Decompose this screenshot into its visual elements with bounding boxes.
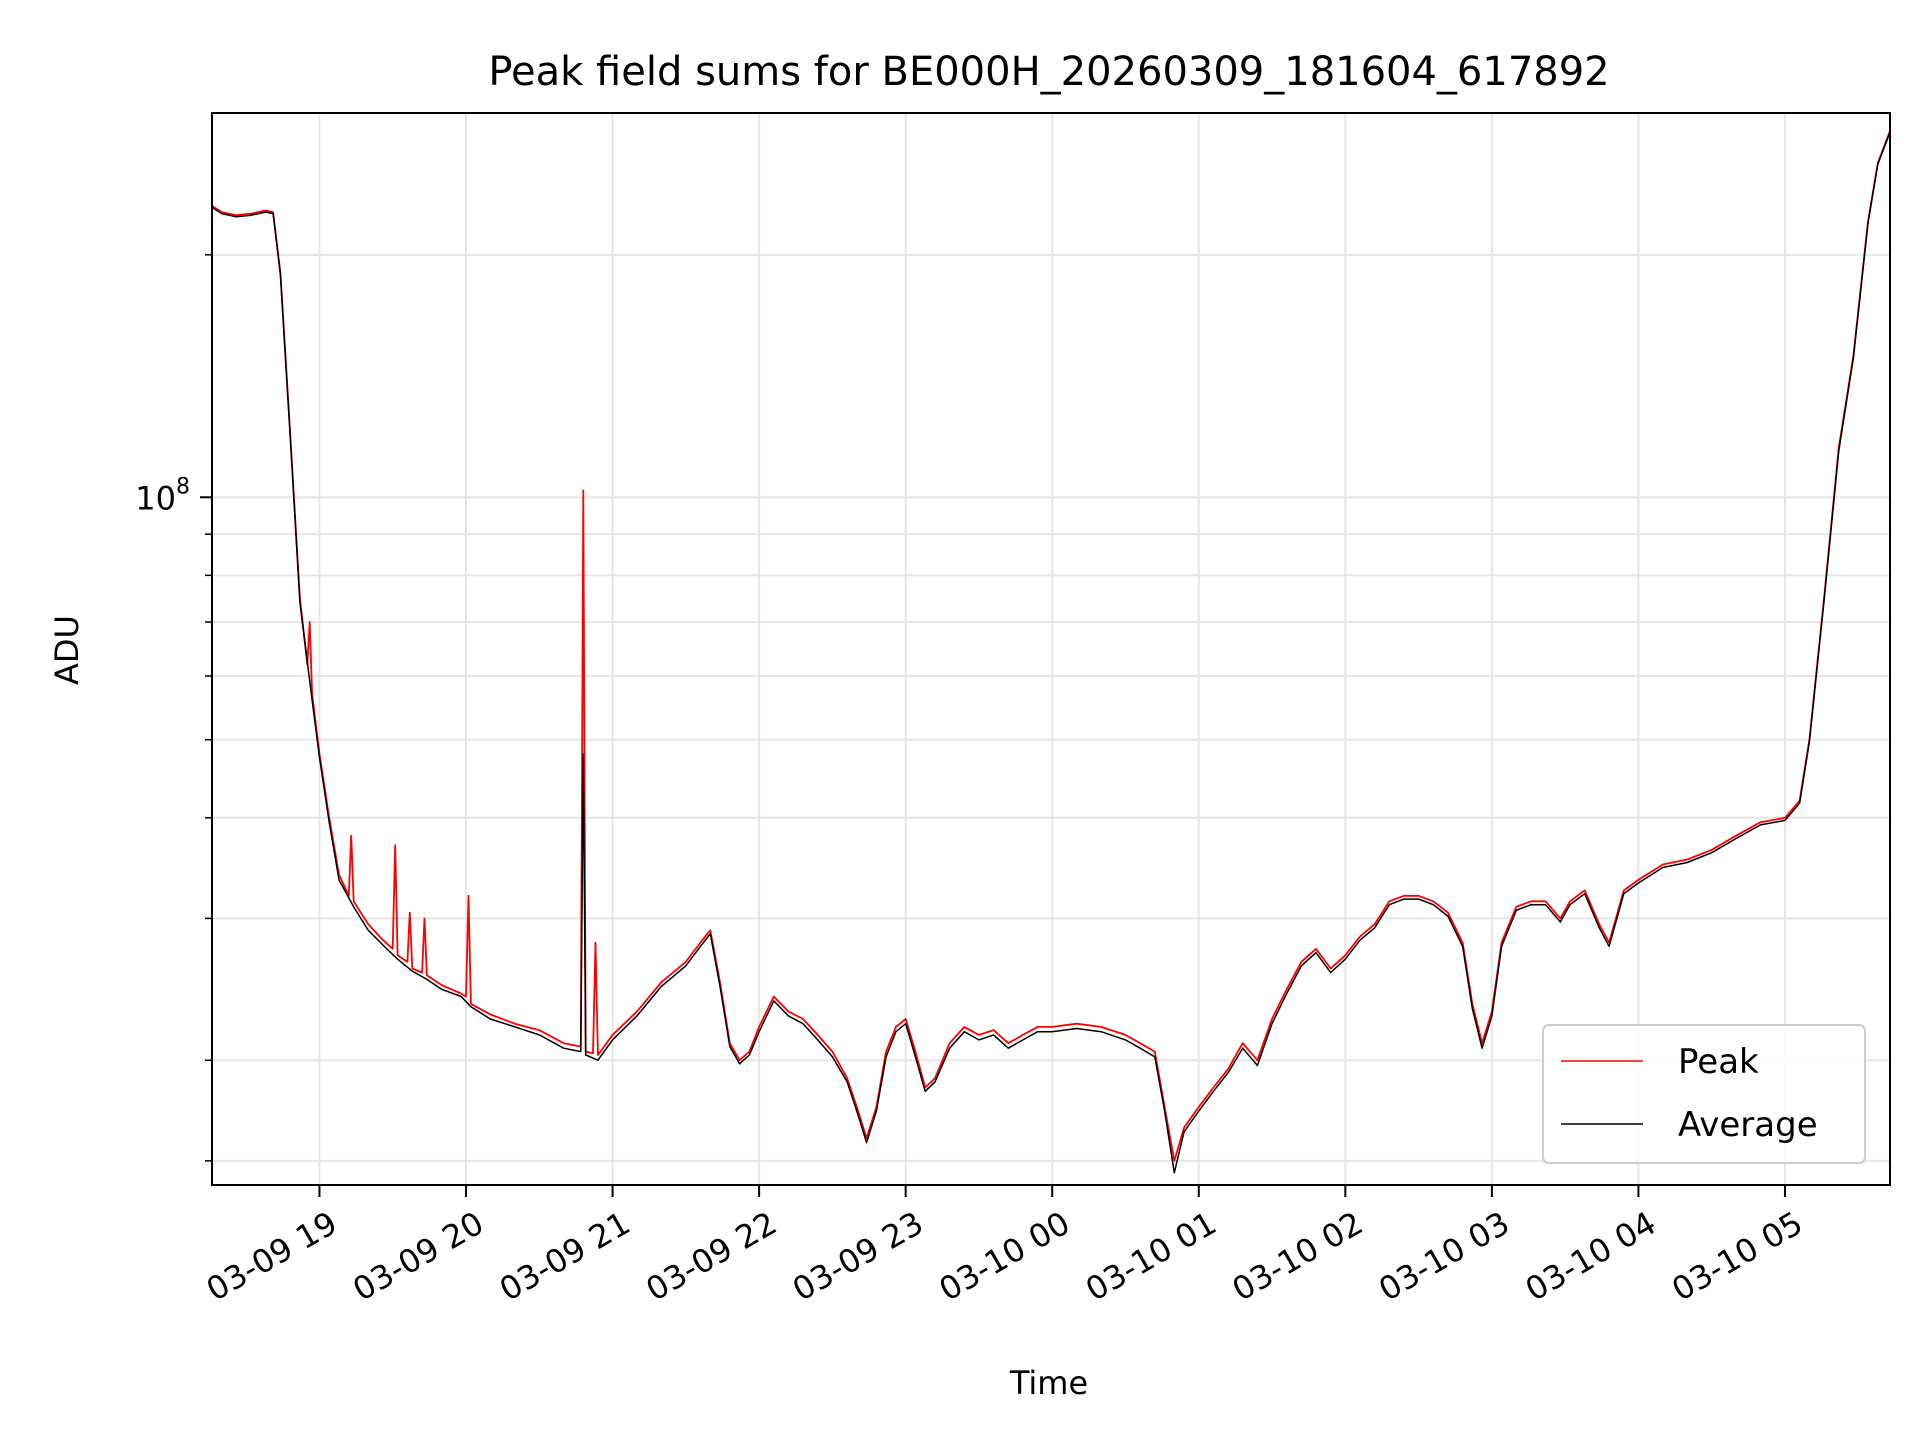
y-tick-label-exponent: 8	[176, 474, 190, 499]
series-line-average	[211, 131, 1891, 1174]
grid	[212, 113, 1890, 1185]
y-tick-label: 108	[135, 474, 190, 517]
y-tick-label-base: 10	[135, 479, 176, 517]
y-axis-label: ADU	[48, 615, 86, 685]
legend-box	[1542, 1024, 1866, 1164]
chart-title: Peak field sums for BE000H_20260309_1816…	[488, 49, 1609, 95]
x-axis-label: Time	[1009, 1364, 1088, 1402]
legend: Peak Average	[1542, 1024, 1866, 1164]
plot-frame	[211, 112, 1891, 1186]
legend-label-peak: Peak	[1678, 1042, 1759, 1082]
series-line-peak	[211, 130, 1891, 1162]
series-layer	[211, 130, 1891, 1174]
legend-label-average: Average	[1678, 1105, 1818, 1145]
